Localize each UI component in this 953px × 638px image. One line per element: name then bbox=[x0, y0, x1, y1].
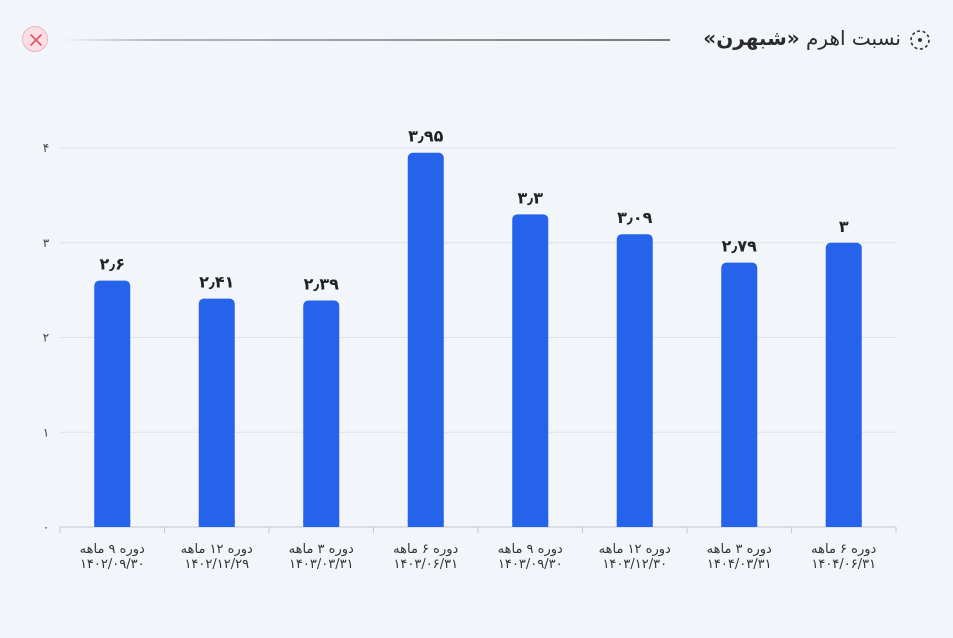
dotted-circle-icon[interactable] bbox=[909, 29, 931, 51]
y-tick-label: ۲ bbox=[43, 331, 49, 345]
bar bbox=[721, 262, 758, 527]
bar-base bbox=[721, 519, 758, 527]
chart-header: نسبت اهرم «شبهرن» bbox=[0, 0, 953, 80]
x-tick-label: دوره ۹ ماهه bbox=[80, 542, 145, 557]
y-tick-label: ۱ bbox=[43, 425, 49, 439]
x-tick-label: ۱۴۰۲/۰۹/۳۰ bbox=[80, 557, 145, 572]
data-label: ۳٫۰۹ bbox=[617, 208, 653, 227]
bar bbox=[512, 214, 549, 527]
x-tick-label: ۱۴۰۳/۰۳/۳۱ bbox=[289, 557, 354, 572]
bar bbox=[94, 280, 131, 527]
title-name: «شبهرن» bbox=[703, 26, 800, 50]
x-tick-label: دوره ۹ ماهه bbox=[498, 542, 563, 557]
bar-base bbox=[512, 519, 549, 527]
x-tick-label: دوره ۳ ماهه bbox=[289, 542, 354, 557]
bar-base bbox=[825, 519, 862, 527]
y-tick-label: ۳ bbox=[43, 236, 50, 250]
header-divider bbox=[62, 39, 670, 41]
bar bbox=[616, 234, 653, 527]
data-label: ۲٫۴۱ bbox=[199, 273, 234, 292]
bar bbox=[825, 242, 862, 527]
x-tick-label: ۱۴۰۳/۰۹/۳۰ bbox=[498, 557, 563, 572]
x-tick-label: دوره ۱۲ ماهه bbox=[181, 542, 253, 557]
close-icon bbox=[30, 34, 42, 46]
y-tick-label: ۰ bbox=[43, 520, 49, 534]
close-button[interactable] bbox=[22, 26, 48, 52]
title-prefix: نسبت اهرم bbox=[806, 26, 901, 50]
x-tick-label: ۱۴۰۳/۰۶/۳۱ bbox=[393, 557, 458, 572]
data-label: ۳٫۹۵ bbox=[408, 127, 444, 146]
x-tick-label: دوره ۶ ماهه bbox=[811, 542, 876, 557]
y-tick-label: ۴ bbox=[43, 141, 49, 155]
bar-base bbox=[407, 519, 444, 527]
data-label: ۲٫۷۹ bbox=[722, 237, 758, 256]
bar bbox=[303, 300, 340, 527]
x-tick-label: دوره ۱۲ ماهه bbox=[599, 542, 671, 557]
data-label: ۲٫۳۹ bbox=[304, 275, 340, 294]
bar-base bbox=[198, 519, 235, 527]
data-label: ۳٫۳ bbox=[517, 188, 543, 207]
data-label: ۲٫۶ bbox=[99, 255, 125, 274]
x-tick-label: دوره ۳ ماهه bbox=[707, 542, 772, 557]
x-tick-label: ۱۴۰۴/۰۶/۳۱ bbox=[811, 557, 876, 572]
x-tick-label: دوره ۶ ماهه bbox=[393, 542, 458, 557]
bar-base bbox=[616, 519, 653, 527]
bar-base bbox=[303, 519, 340, 527]
bar bbox=[198, 298, 235, 527]
page-title: نسبت اهرم «شبهرن» bbox=[703, 26, 901, 50]
bar bbox=[407, 152, 444, 528]
x-tick-label: ۱۴۰۴/۰۳/۳۱ bbox=[707, 557, 772, 572]
bar-base bbox=[94, 519, 131, 527]
x-tick-label: ۱۴۰۲/۱۲/۲۹ bbox=[184, 557, 249, 572]
x-tick-label: ۱۴۰۳/۱۲/۳۰ bbox=[602, 557, 667, 572]
data-label: ۳ bbox=[839, 217, 849, 236]
